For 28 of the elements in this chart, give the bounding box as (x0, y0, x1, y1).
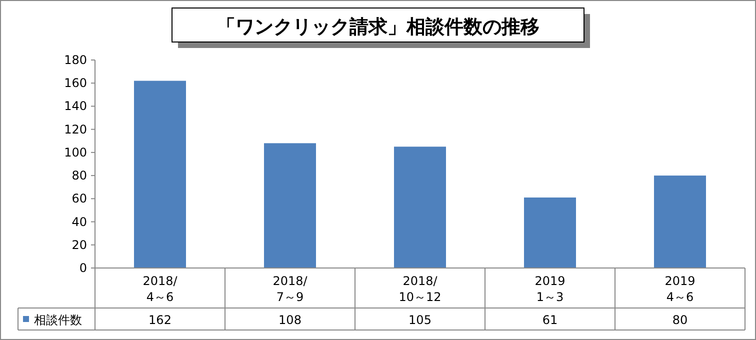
data-label: 108 (278, 313, 302, 327)
x-tick-label: 2018/ 4～6 (142, 274, 178, 304)
bar (654, 176, 706, 268)
legend-label: 相談件数 (34, 313, 82, 327)
x-tick-label: 2019 4～6 (664, 274, 696, 304)
y-tick-label: 120 (64, 122, 87, 136)
bar (524, 198, 576, 268)
y-tick-label: 20 (72, 238, 87, 252)
y-tick-label: 60 (72, 192, 87, 206)
bar (394, 146, 446, 268)
y-tick-label: 140 (64, 99, 87, 114)
bar (134, 80, 186, 268)
data-label: 105 (408, 313, 432, 327)
y-tick-label: 180 (64, 53, 87, 67)
y-tick-label: 40 (72, 214, 87, 229)
x-tick-label: 2018/ 7～9 (272, 274, 308, 304)
data-label: 61 (542, 313, 558, 327)
bar (264, 143, 316, 268)
y-tick-label: 100 (64, 145, 87, 160)
y-tick-label: 0 (79, 261, 87, 275)
y-tick-label: 160 (64, 76, 87, 90)
y-tick-label: 80 (72, 168, 87, 183)
data-label: 80 (672, 313, 688, 327)
x-tick-label: 2018/ 10～12 (398, 274, 442, 304)
chart-title: 「ワンクリック請求」相談件数の推移 (216, 16, 540, 38)
title: 「ワンクリック請求」相談件数の推移 (172, 8, 590, 48)
data-label: 162 (148, 313, 172, 327)
x-tick-label: 2019 1～3 (534, 274, 566, 304)
